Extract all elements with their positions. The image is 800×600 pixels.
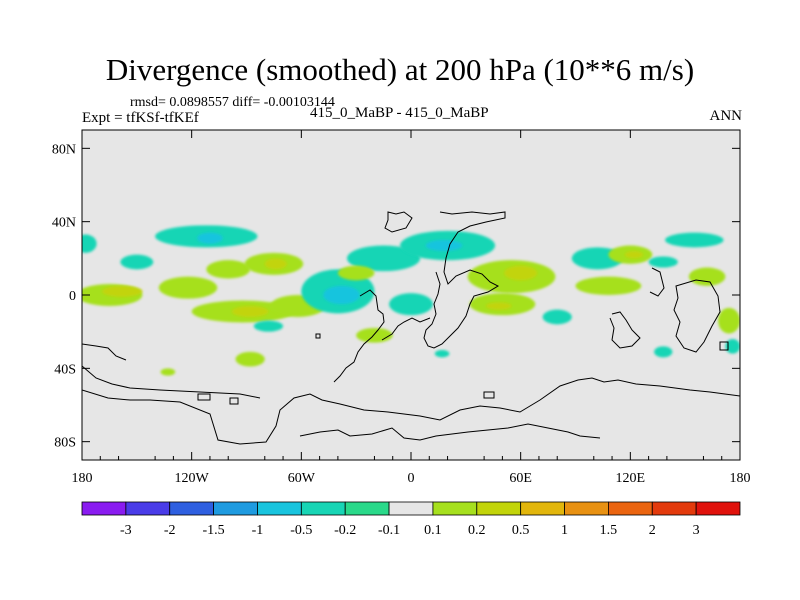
colorbar-label: -1.5 [203,523,225,538]
field-region [158,276,218,299]
colorbar-swatch [651,501,697,516]
field-region [235,351,265,367]
colorbar-label: 3 [693,523,700,538]
y-tick-label: 80N [52,142,76,157]
field-region [356,328,393,343]
field-region [102,285,143,297]
colorbar: -3 -2 -1.5 -1 -0.5 -0.2 -0.1 0.1 0.2 0.5 1 1.5 2 3 [81,501,741,538]
y-tick-label: 40S [54,362,76,377]
y-tick-label: 80S [54,436,76,451]
field-region [197,232,223,244]
colorbar-swatch [695,501,741,516]
field-region [725,339,740,354]
colorbar-swatch [564,501,609,516]
coastline-north-america [384,211,413,233]
colorbar-label: -0.1 [378,523,400,538]
coastline-asia [609,311,641,349]
y-tick-label: 0 [69,289,76,304]
y-tick-label: 40N [52,216,76,231]
chart-title: Divergence (smoothed) at 200 hPa (10**6 … [105,52,695,87]
field-region [648,256,678,268]
coastline-island-1 [197,393,211,401]
colorbar-label: 0.5 [512,523,530,538]
field-region [434,350,450,358]
field-region [231,306,269,317]
field-contours [82,225,740,376]
field-region [504,265,538,281]
field-region [485,302,512,310]
field-region [718,307,740,334]
colorbar-label: 1 [561,523,568,538]
field-region [389,293,433,316]
case-pair-label: 415_0_MaBP - 415_0_MaBP [310,105,489,121]
field-region [253,320,284,332]
coastline-africa [423,211,506,349]
coastline-antarctic-peninsula [299,423,601,441]
coastline-west-pacific [82,343,127,361]
field-region [323,285,360,305]
coastline-island-3 [483,391,495,399]
field-region [624,251,644,259]
coastline-south-atlantic [381,317,431,341]
colorbar-swatch [213,501,258,516]
colorbar-label: -0.5 [290,523,312,538]
field-region [264,258,287,270]
field-region [160,368,176,376]
colorbar-swatch [300,501,346,516]
field-region [120,254,154,270]
coastline-australia [673,279,721,353]
colorbar-swatch [520,501,565,516]
x-tick-label: 60W [288,471,316,486]
colorbar-label: -1 [252,523,264,538]
colorbar-label: -3 [120,523,132,538]
coastline-americas [333,289,385,383]
coastlines [82,211,740,445]
rmsd-diff-stats: rmsd= 0.0898557 diff= -0.00103144 [130,95,335,110]
coastline-island-4 [315,333,321,339]
axes: 180 120W 60W 0 60E 120E 180 80N 40N 0 40S 80S [52,130,751,486]
coastline-island-5 [719,341,729,351]
colorbar-label: -0.2 [334,523,356,538]
field-region [654,346,673,358]
field-region [665,232,724,248]
colorbar-swatch [608,501,653,516]
colorbar-swatch [388,501,434,516]
x-tick-label: 120W [175,471,210,486]
experiment-label: Expt = tfKSf-tfKEf [82,110,199,126]
colorbar-swatch [432,501,478,516]
field-region [347,245,421,272]
colorbar-label: 0.1 [424,523,442,538]
x-tick-label: 180 [72,471,93,486]
x-tick-label: 180 [730,471,751,486]
field-region [82,234,97,253]
x-tick-label: 60E [509,471,532,486]
coastline-pacific-islands [649,267,665,297]
colorbar-swatch [125,501,171,516]
colorbar-swatch [169,501,215,516]
colorbar-swatch [81,501,127,516]
colorbar-swatch [257,501,302,516]
field-region [206,260,251,279]
colorbar-swatch [344,501,390,516]
colorbar-label: 0.2 [468,523,486,538]
field-region [688,267,726,286]
season-label: ANN [709,108,743,124]
x-tick-label: 120E [616,471,646,486]
field-region [575,276,642,296]
coastline-island-2 [229,397,239,405]
colorbar-label: 2 [649,523,656,538]
colorbar-label: -2 [164,523,176,538]
colorbar-label: 1.5 [600,523,618,538]
field-region [337,265,375,281]
colorbar-swatch [476,501,522,516]
coastline-antarctica [82,377,740,445]
x-tick-label: 0 [408,471,415,486]
field-region [425,240,463,251]
coastline-south-pacific [82,365,261,399]
field-region [542,309,572,325]
